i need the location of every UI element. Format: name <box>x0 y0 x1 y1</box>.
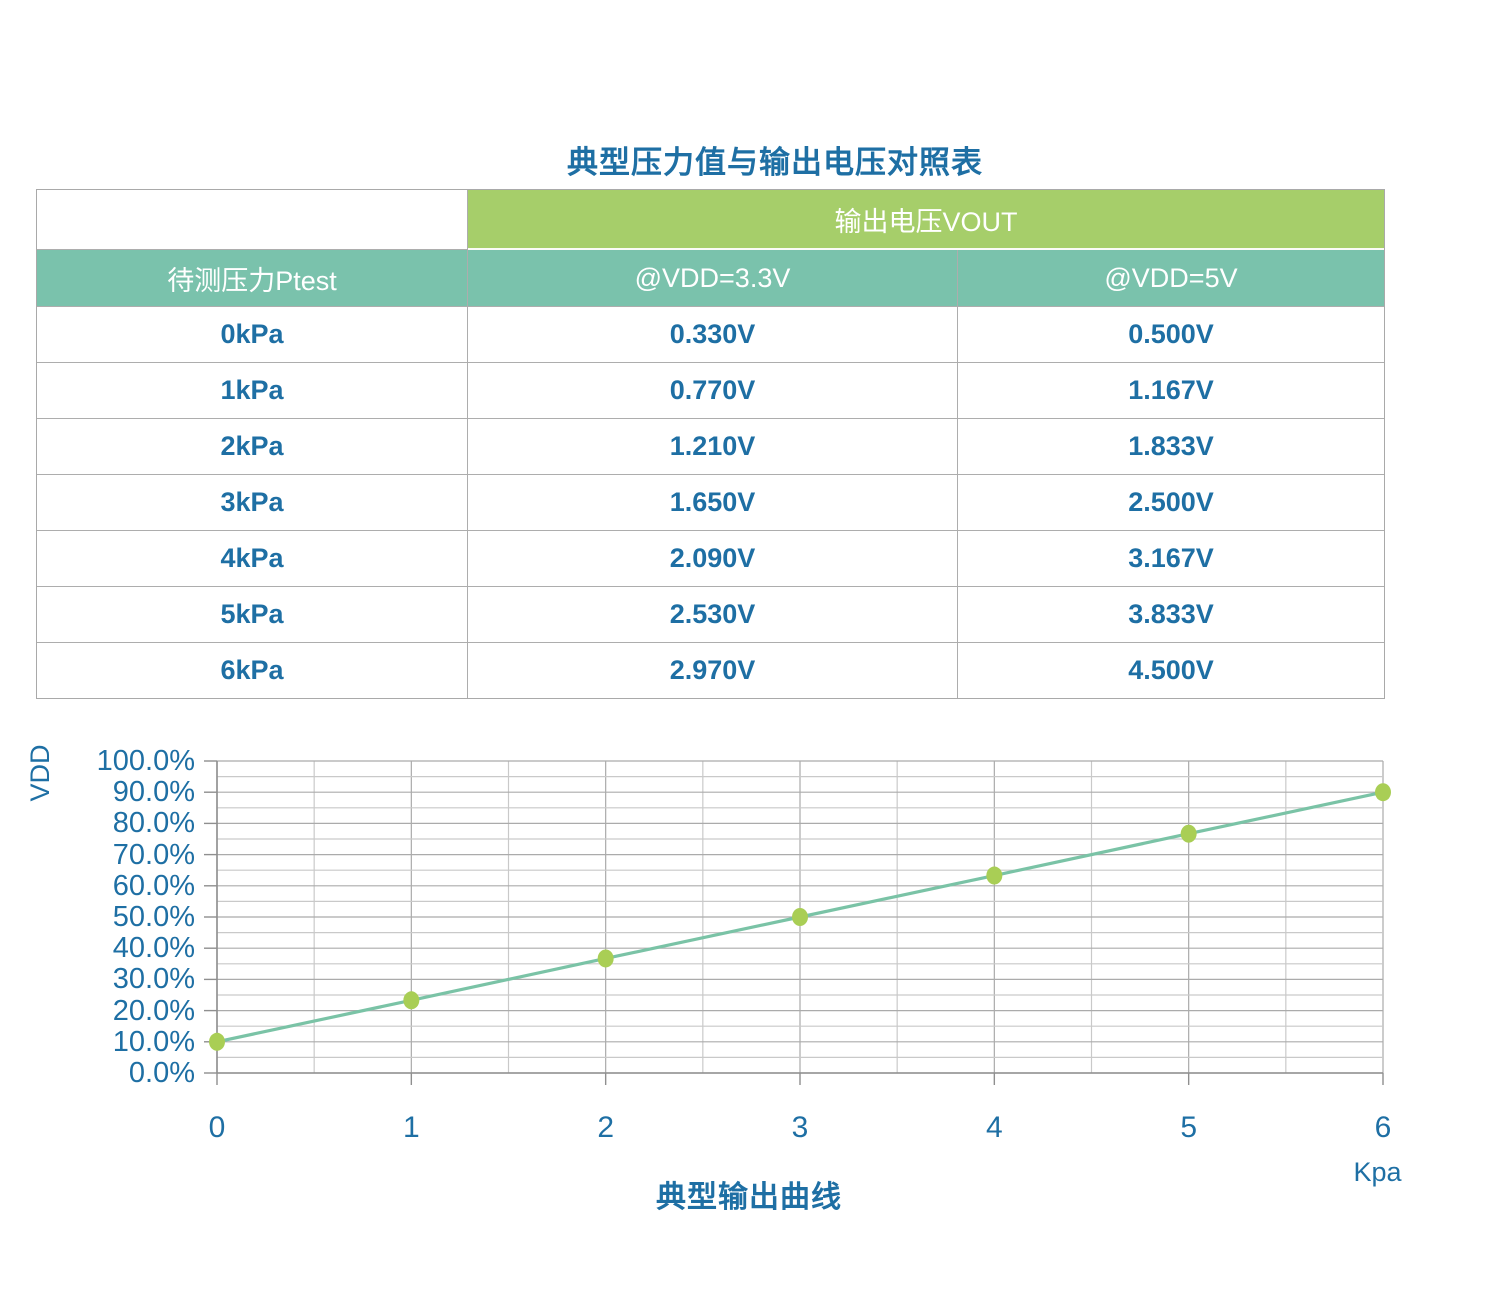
vout-3v3-cell: 0.330V <box>468 307 958 363</box>
vout-5v-cell: 2.500V <box>958 475 1385 531</box>
y-tick-label: 80.0% <box>112 807 195 840</box>
data-point <box>403 991 420 1010</box>
data-point <box>986 866 1003 885</box>
table-row: 4kPa 2.090V 3.167V <box>37 531 1385 587</box>
vout-5v-cell: 0.500V <box>958 307 1385 363</box>
y-tick-label: 50.0% <box>112 901 195 933</box>
data-point <box>209 1032 225 1051</box>
table-row: 0kPa 0.330V 0.500V <box>37 307 1385 363</box>
x-tick-label: 2 <box>597 1111 614 1144</box>
pressure-cell: 6kPa <box>37 643 468 698</box>
vout-3v3-cell: 2.090V <box>468 531 958 587</box>
y-axis-title: VDD <box>25 744 55 802</box>
x-tick-label: 0 <box>208 1111 226 1144</box>
vdd5-column-header: @VDD=5V <box>958 250 1385 307</box>
curve-line <box>216 790 1384 1044</box>
vout-3v3-cell: 0.770V <box>468 363 958 419</box>
vout-5v-cell: 1.167V <box>958 363 1385 419</box>
y-tick-label: 30.0% <box>112 963 195 996</box>
vout-5v-cell: 3.167V <box>958 531 1385 587</box>
vout-3v3-cell: 1.650V <box>468 475 958 531</box>
pressure-cell: 1kPa <box>37 363 468 419</box>
vout-header-cell: 输出电压VOUT <box>468 190 1385 250</box>
vout-header-row: 输出电压VOUT <box>37 190 1385 250</box>
y-tick-label: 40.0% <box>112 932 195 965</box>
x-axis-unit-label: Kpa <box>1353 1157 1402 1187</box>
y-tick-label: 10.0% <box>112 1025 195 1058</box>
y-tick-label: 20.0% <box>112 994 195 1027</box>
x-tick-label: 6 <box>1374 1111 1392 1144</box>
y-tick-label: 70.0% <box>112 838 195 871</box>
y-tick-label: 0.0% <box>128 1057 195 1089</box>
x-tick-label: 1 <box>402 1111 420 1144</box>
pressure-cell: 5kPa <box>37 587 468 643</box>
pressure-cell: 4kPa <box>37 531 468 587</box>
table-row: 3kPa 1.650V 2.500V <box>37 475 1385 531</box>
data-point <box>792 908 808 926</box>
table-row: 1kPa 0.770V 1.167V <box>37 363 1385 419</box>
table-row: 2kPa 1.210V 1.833V <box>37 419 1385 475</box>
y-tick-label: 90.0% <box>112 776 195 809</box>
page-title: 典型压力值与输出电压对照表 <box>567 145 983 180</box>
y-tick-label: 100.0% <box>96 745 195 777</box>
data-point <box>597 949 614 968</box>
x-tick-label: 3 <box>791 1111 809 1144</box>
data-point <box>1180 824 1197 843</box>
pressure-cell: 0kPa <box>37 307 468 363</box>
corner-cell <box>37 190 468 250</box>
chart-title: 典型输出曲线 <box>656 1181 842 1214</box>
y-tick-label: 60.0% <box>112 869 195 902</box>
vout-3v3-cell: 1.210V <box>468 419 958 475</box>
pressure-cell: 2kPa <box>37 419 468 475</box>
table-row: 6kPa 2.970V 4.500V <box>37 643 1385 698</box>
table-row: 5kPa 2.530V 3.833V <box>37 587 1385 643</box>
data-point <box>1375 783 1391 802</box>
vout-5v-cell: 3.833V <box>958 587 1385 643</box>
vout-5v-cell: 4.500V <box>958 643 1385 698</box>
column-header-row: 待测压力Ptest @VDD=3.3V @VDD=5V <box>37 250 1385 307</box>
pressure-column-header: 待测压力Ptest <box>37 250 468 307</box>
x-tick-label: 4 <box>985 1111 1003 1144</box>
pressure-voltage-table: 输出电压VOUT 待测压力Ptest @VDD=3.3V @VDD=5V 0kP… <box>36 189 1386 699</box>
vout-5v-cell: 1.833V <box>958 419 1385 475</box>
pressure-cell: 3kPa <box>37 475 468 531</box>
x-tick-label: 5 <box>1180 1111 1197 1144</box>
vdd33-column-header: @VDD=3.3V <box>468 250 958 307</box>
vout-3v3-cell: 2.970V <box>468 643 958 698</box>
vout-3v3-cell: 2.530V <box>468 587 958 643</box>
